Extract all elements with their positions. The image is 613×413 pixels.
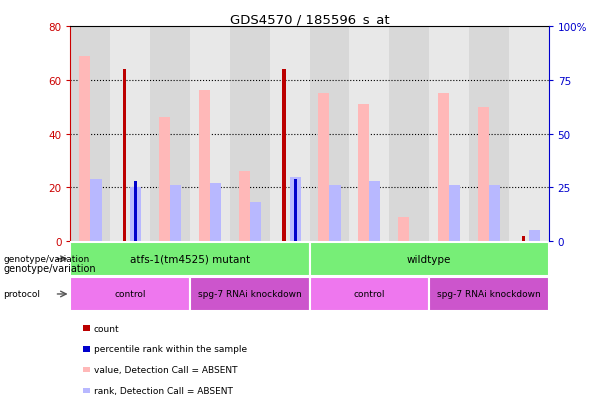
Text: protocol: protocol [3,290,40,299]
Bar [330,186,341,242]
Bar [123,70,126,242]
Text: percentile rank within the sample: percentile rank within the sample [94,344,247,354]
Bar [429,278,549,311]
Bar [159,118,170,242]
Bar [190,27,230,242]
Bar [438,94,449,242]
Title: GDS4570 / 185596_s_at: GDS4570 / 185596_s_at [230,13,389,26]
Text: control: control [115,290,146,299]
Bar [528,231,540,242]
Bar [210,184,221,242]
Bar [294,179,297,242]
Bar [429,27,469,242]
Bar [70,242,310,276]
Bar [134,181,137,242]
Bar [150,27,190,242]
Bar [389,27,429,242]
Bar [283,70,286,242]
Bar [509,27,549,242]
Text: spg-7 RNAi knockdown: spg-7 RNAi knockdown [198,290,302,299]
Bar [289,177,301,242]
Text: genotype/variation: genotype/variation [3,255,89,263]
Bar [250,203,261,242]
Bar [170,186,181,242]
Bar [190,278,310,311]
Bar [358,104,369,242]
Text: control: control [354,290,385,299]
Bar [70,278,190,311]
Bar [70,27,110,242]
Text: spg-7 RNAi knockdown: spg-7 RNAi knockdown [437,290,541,299]
Text: value, Detection Call = ABSENT: value, Detection Call = ABSENT [94,365,237,374]
Text: wildtype: wildtype [407,254,451,264]
Bar [449,186,460,242]
Bar [318,94,330,242]
Bar [310,242,549,276]
Bar [130,188,142,242]
Bar [238,172,250,242]
Bar [522,236,525,242]
Bar [230,27,270,242]
Bar [110,27,150,242]
Bar [79,56,91,242]
Bar [310,278,429,311]
Text: count: count [94,324,120,333]
Bar [469,27,509,242]
Text: genotype/variation: genotype/variation [3,263,96,273]
Bar [270,27,310,242]
Bar [489,186,500,242]
Bar [349,27,389,242]
Bar [199,91,210,242]
Bar [310,27,349,242]
Text: rank, Detection Call = ABSENT: rank, Detection Call = ABSENT [94,386,233,395]
Bar [478,107,489,242]
Bar [369,181,381,242]
Bar [91,179,102,242]
Bar [398,217,409,242]
Text: atfs-1(tm4525) mutant: atfs-1(tm4525) mutant [130,254,250,264]
